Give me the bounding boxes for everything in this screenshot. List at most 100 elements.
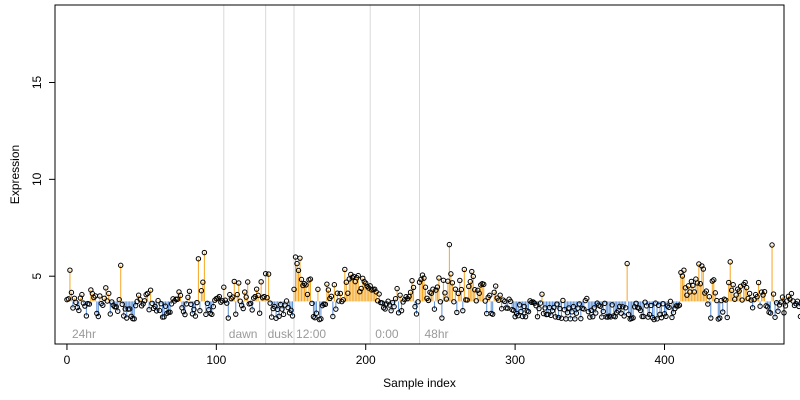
data-point [397,292,403,298]
data-point [249,307,255,313]
data-point [431,306,438,312]
data-point [655,302,662,308]
data-point [256,310,263,316]
data-point [215,295,221,301]
data-point [324,281,330,287]
data-point [711,277,717,283]
data-point [162,303,169,309]
data-point [743,284,750,291]
data-point [191,306,197,313]
data-point [539,291,545,297]
data-point [504,305,511,311]
data-point [100,302,106,308]
data-point [733,292,739,298]
data-point [333,306,339,312]
data-point [492,283,499,289]
data-point [767,310,774,316]
data-point [481,281,487,288]
data-point [705,301,711,307]
data-point [764,304,771,310]
data-point [115,308,121,314]
data-point [726,279,732,286]
data-point [331,282,338,288]
y-tick-label: 5 [30,273,44,280]
data-point [279,306,285,312]
data-point [573,310,580,316]
data-point [116,296,122,303]
data-point [201,249,208,256]
data-point [236,280,242,286]
data-point [572,316,578,322]
data-point [295,267,302,274]
data-point [748,297,754,303]
data-point [337,290,344,297]
data-point [174,296,181,302]
data-point [651,316,657,323]
data-point [533,302,539,309]
data-point [342,266,348,273]
data-point [312,314,318,321]
data-point [585,308,592,315]
data-point [79,291,85,298]
data-point [554,301,560,307]
data-point [684,292,690,298]
data-point [555,314,562,321]
data-point [442,290,448,296]
data-point [73,299,79,306]
data-point [113,304,119,310]
data-point [413,311,420,317]
data-point [464,297,471,303]
data-point [624,260,630,267]
data-point [458,286,465,293]
x-axis: 0 100 200 300 400 [64,344,675,367]
data-point [280,311,287,318]
data-point [512,313,518,320]
data-point [394,285,400,292]
data-point [185,294,191,301]
data-point [328,293,335,300]
data-point [218,299,224,305]
data-point [262,270,269,277]
data-point [729,287,735,294]
plot-frame [54,4,785,345]
data-point [180,308,187,315]
data-point [723,297,729,303]
data-point [699,263,705,269]
data-point [252,293,258,300]
data-point [194,299,200,306]
data-point [489,311,496,317]
data-point [782,303,789,309]
data-point [298,276,305,283]
data-point [593,310,599,316]
data-point [131,316,137,322]
data-point [234,291,240,298]
data-point [660,301,666,307]
data-point [240,305,246,312]
data-point [107,311,113,317]
data-point [83,313,90,319]
data-point [239,302,245,309]
data-point [560,297,566,304]
data-point [149,300,155,307]
data-point [91,294,97,301]
data-point [245,279,251,285]
data-point [425,297,432,304]
data-point [340,297,347,303]
data-point [648,302,654,309]
x-tick-label: 200 [356,353,376,367]
data-point [497,292,503,298]
data-point [679,273,686,279]
data-point [258,279,264,285]
data-point [525,308,532,315]
data-point [448,271,454,277]
data-point [754,294,760,300]
data-point [522,313,529,320]
data-point [570,303,577,310]
data-point [153,308,160,314]
data-point [779,294,786,300]
points [64,241,800,323]
data-point [76,307,82,314]
data-point [690,282,696,289]
data-point [418,276,424,283]
data-point [619,304,626,310]
